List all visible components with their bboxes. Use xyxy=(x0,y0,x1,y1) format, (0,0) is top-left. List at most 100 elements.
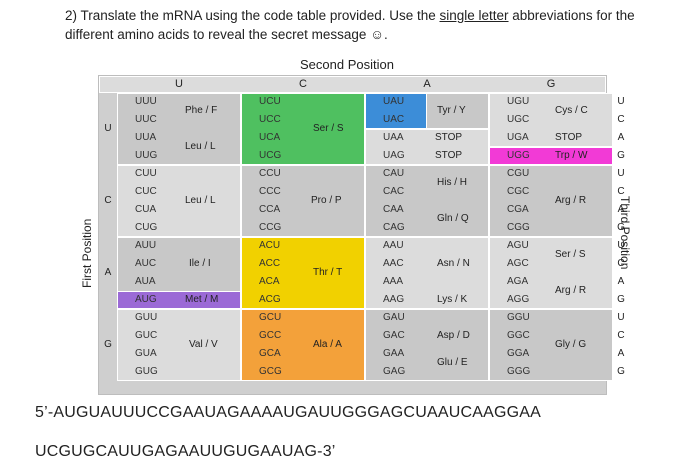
codon-ggg: GGG xyxy=(507,366,531,377)
amino-acid-label: Tyr / Y xyxy=(437,105,466,116)
first-position-label-u: U xyxy=(104,123,112,134)
amino-acid-label: Pro / P xyxy=(311,195,342,206)
amino-acid-label: Gly / G xyxy=(555,339,587,350)
third-position-label: C xyxy=(617,114,625,125)
third-position-label: C xyxy=(617,186,625,197)
amino-acid-label: Ile / I xyxy=(189,258,211,269)
third-position-label: A xyxy=(617,132,625,143)
codon-uuu: UUU xyxy=(135,96,157,107)
codon-cag: CAG xyxy=(383,222,405,233)
codon-block xyxy=(365,165,489,237)
amino-acid-label: Leu / L xyxy=(185,195,216,206)
amino-acid-label: Val / V xyxy=(189,339,218,350)
codon-agu: AGU xyxy=(507,240,529,251)
codon-uaa: UAA xyxy=(383,132,404,143)
codon-block xyxy=(365,129,489,165)
codon-cca: CCA xyxy=(259,204,281,215)
highlight-block xyxy=(365,93,427,129)
codon-cgc: CGC xyxy=(507,186,530,197)
codon-block xyxy=(117,309,241,381)
amino-acid-label: Phe / F xyxy=(185,105,218,116)
third-position-label: U xyxy=(617,96,625,107)
codon-ccu: CCU xyxy=(259,168,281,179)
codon-block xyxy=(241,237,365,309)
codon-gag: GAG xyxy=(383,366,406,377)
third-position-label: U xyxy=(617,312,625,323)
codon-aua: AUA xyxy=(135,276,156,287)
amino-acid-label: His / H xyxy=(437,177,467,188)
amino-acid-label: Ala / A xyxy=(313,339,342,350)
codon-gga: GGA xyxy=(507,348,530,359)
codon-uau: UAU xyxy=(383,96,405,107)
codon-ugc: UGC xyxy=(507,114,530,125)
codon-aau: AAU xyxy=(383,240,404,251)
amino-acid-label: Ser / S xyxy=(313,123,344,134)
question-text: 2) Translate the mRNA using the code tab… xyxy=(65,6,665,44)
codon-cuu: CUU xyxy=(135,168,157,179)
amino-acid-label: Ser / S xyxy=(555,249,586,260)
codon-gau: GAU xyxy=(383,312,405,323)
codon-block xyxy=(489,147,613,165)
codon-uga: UGA xyxy=(507,132,529,143)
highlight-block xyxy=(241,93,365,165)
codon-ucu: UCU xyxy=(259,96,281,107)
third-position-label: G xyxy=(617,222,625,233)
amino-acid-label: Arg / R xyxy=(555,285,587,296)
codon-cgu: CGU xyxy=(507,168,530,179)
codon-ggu: GGU xyxy=(507,312,530,323)
codon-gua: GUA xyxy=(135,348,157,359)
mrna-line-2: UCGUGCAUUGAGAAUUGUGAAUAG-3’ xyxy=(35,443,336,460)
codon-block xyxy=(117,93,241,165)
third-position-label: U xyxy=(617,168,625,179)
mrna-line-1: 5’-AUGUAUUUCCGAAUAGAAAAUGAUUGGGAGCUAAUCA… xyxy=(35,404,541,421)
amino-acid-label: Asp / D xyxy=(437,330,470,341)
codon-guc: GUC xyxy=(135,330,158,341)
third-position-label: A xyxy=(617,276,625,287)
codon-cga: CGA xyxy=(507,204,529,215)
codon-auu: AUU xyxy=(135,240,157,251)
smiley-icon: ☺. xyxy=(370,27,388,42)
codon-cac: CAC xyxy=(383,186,405,197)
codon-block xyxy=(241,165,365,237)
third-position-label: G xyxy=(617,294,625,305)
codon-gca: GCA xyxy=(259,348,281,359)
first-position-title: First Position xyxy=(80,218,94,288)
codon-ccc: CCC xyxy=(259,186,281,197)
amino-acid-label: Trp / W xyxy=(555,150,588,161)
codon-cua: CUA xyxy=(135,204,157,215)
codon-uug: UUG xyxy=(135,150,158,161)
codon-cuc: CUC xyxy=(135,186,157,197)
codon-uua: UUA xyxy=(135,132,157,143)
codon-gug: GUG xyxy=(135,366,158,377)
codon-block xyxy=(489,165,613,237)
question-text-part: Translate the mRNA using the code table … xyxy=(80,8,440,23)
question-number: 2) xyxy=(65,8,78,23)
amino-acid-label: STOP xyxy=(435,150,463,161)
codon-cau: CAU xyxy=(383,168,405,179)
second-position-header-u: U xyxy=(175,78,183,90)
first-position-label-c: C xyxy=(104,195,112,206)
codon-acg: ACG xyxy=(259,294,281,305)
second-position-header-a: A xyxy=(423,78,431,90)
amino-acid-label: Cys / C xyxy=(555,105,588,116)
codon-table: U C A G U C A G UUU UUC UUA UUG CUU CUC CUA CUG AUU AUC AU… xyxy=(98,75,625,395)
codon-agc: AGC xyxy=(507,258,529,269)
amino-acid-label: Glu / E xyxy=(437,357,468,368)
third-position-label: A xyxy=(617,204,625,215)
amino-acid-label: Met / M xyxy=(185,294,219,305)
codon-aac: AAC xyxy=(383,258,404,269)
codon-block xyxy=(489,309,613,381)
amino-acid-label: STOP xyxy=(555,132,583,143)
second-position-header-g: G xyxy=(546,78,556,90)
codon-uca: UCA xyxy=(259,132,281,143)
header-row xyxy=(99,76,606,93)
codon-ucc: UCC xyxy=(259,114,281,125)
codon-gcu: GCU xyxy=(259,312,282,323)
codon-aag: AAG xyxy=(383,294,405,305)
amino-acid-label: Leu / L xyxy=(185,141,216,152)
codon-agg: AGG xyxy=(507,294,530,305)
amino-acid-label: Arg / R xyxy=(555,195,587,206)
third-position-label: G xyxy=(617,366,625,377)
codon-block xyxy=(489,93,613,147)
third-position-label: G xyxy=(617,150,625,161)
